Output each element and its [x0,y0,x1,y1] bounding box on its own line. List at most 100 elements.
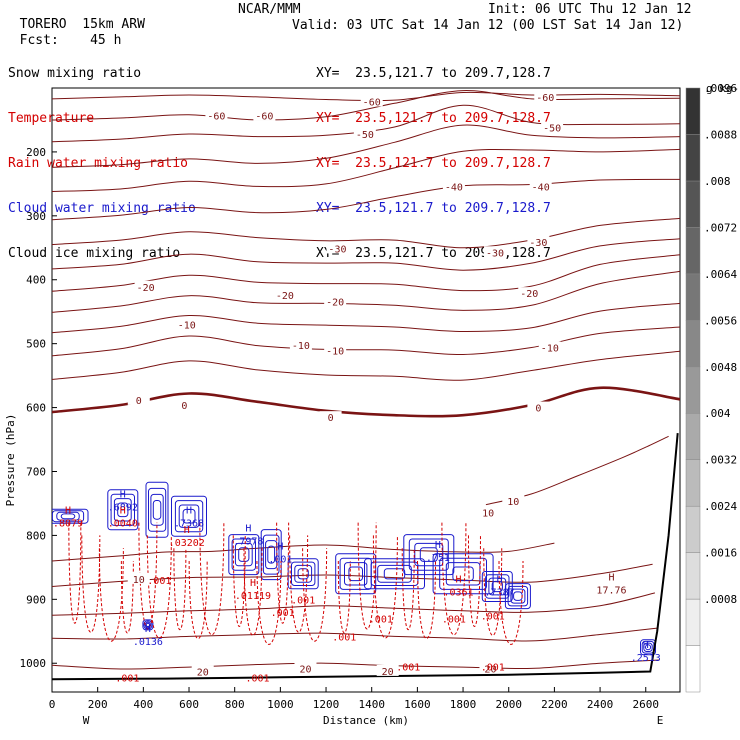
maximum-value: 17.76 [596,586,626,597]
colorbar-label: .0048 [704,361,737,374]
contour-label-bg [191,665,214,677]
temperature-contour [52,254,680,292]
colorbar-label: .0088 [704,129,737,142]
contour-label-bg [376,664,399,676]
axes: 0 200 400 600 800 1000 1200 1400 1600 1800 2000 220… [4,146,663,727]
cloud-water-contour [52,508,89,524]
fcst-label: Fcst: [19,33,59,48]
temperature-contour [52,627,658,642]
header-valid: Valid: 03 UTC Sat 14 Jan 12 (00 LST Sat … [292,18,684,33]
model-name: TORERO [19,17,67,32]
temperature-label: 0 [535,404,541,415]
temperature-contour [485,435,669,506]
maximum-marker: H [435,540,441,551]
contour-label-bg [518,287,541,299]
temperature-label: -30 [529,238,547,249]
temperature-label: -20 [137,283,155,294]
colorbar-label: .008 [704,175,731,188]
rain-label: .001 [481,611,505,622]
contour-label-bg [175,318,198,330]
y-tick-label: 400 [26,274,46,287]
temperature-contour [52,238,680,271]
cloud-water-contour [439,557,488,590]
terrain-surface [51,433,679,681]
colorbar-swatch [685,505,701,553]
cloud-water-contour [52,510,85,523]
temperature-label: -10 [326,347,344,358]
x-tick-label: 1800 [450,698,477,711]
y-tick-label: 200 [26,146,46,159]
contour-label-bg [479,662,502,674]
cloud-water-contour [56,511,80,521]
rain-water-contour [232,535,246,627]
maximum-value: .2513 [631,653,661,664]
rain-water-contour [256,560,282,645]
maximum-value: .751 [426,553,450,564]
y-axis-title: Pressure (hPa) [4,414,17,507]
rain-label: .001 [442,614,466,625]
header-center: NCAR/MMM [238,2,301,17]
maximum-value: .01119 [235,591,271,602]
temperature-label: 0 [328,413,334,424]
y-tick-label: 600 [26,402,46,415]
y-tick-label: 700 [26,465,46,478]
colorbar-swatch [685,87,701,135]
temperature-label: 10 [507,497,519,508]
contour-label-bg [360,95,383,107]
colorbar-swatch [685,273,701,321]
temperature-label: -60 [536,93,554,104]
maximum-value: .6892 [108,503,138,514]
cloud-water-contour [60,513,76,520]
contour-label-bg [541,121,564,133]
contour-labels: -60 -60 -60 -60 -50 -50 -40 -40 -30 -30 -30 -20 -20 -… [53,90,661,684]
west-label: W [83,714,90,727]
contour-label-bg [534,90,557,102]
temperature-contour [52,302,680,334]
east-label: E [657,714,664,727]
temperature-label: 0 [181,401,187,412]
maximum-marker: H [643,640,649,651]
colorbar-swatch [685,412,701,460]
cloud-water-contour [491,580,503,593]
cloud-water-contour [174,500,204,533]
rain-water-contour [68,522,82,624]
temperature-label: -50 [356,130,374,141]
x-tick-label: 2000 [495,698,522,711]
rain-water-contour [138,522,158,630]
temperature-contour [52,542,555,562]
temperature-contours [52,90,680,670]
y-tick-label: 800 [26,529,46,542]
maximum-marker: H [145,624,151,635]
x-tick-label: 400 [133,698,153,711]
x-tick-label: 2400 [587,698,614,711]
temperature-label: -10 [292,341,310,352]
cloud-water-contour [445,562,481,586]
contour-label-bg [324,344,347,356]
colorbar-label: .0096 [704,82,737,95]
field-name: Cloud ice mixing ratio [8,246,181,261]
temperature-label: -30 [328,244,346,255]
header-fcst: Fcst: 45 h [4,18,122,48]
temperature-label: 20 [484,664,496,675]
terrain-line [51,433,679,681]
rain-water-contour [120,560,134,634]
cloud-water-contour [513,591,523,601]
field-name: Temperature [8,111,95,126]
maximum-marker: H [184,525,190,536]
contour-label-bg [173,399,196,411]
cloud-water-contour [260,529,282,581]
xy-row-rain: XY= 23.5,121.7 to 209.7,128.7 [316,156,551,171]
temperature-contour [52,178,680,221]
cloud-water-contour [228,534,260,576]
cloud-water-contour [335,553,377,595]
cloud-water-contour [267,545,276,564]
temperature-label: -40 [532,182,550,193]
contour-label-bg [529,180,552,192]
maximum-marker: H [608,573,614,584]
rain-water-contour [199,522,225,636]
cloud-water-contour [178,504,200,528]
contour-label-bg [442,180,465,192]
temperature-label: -10 [178,320,196,331]
maximum-value: .0136 [133,637,163,648]
rain-water-contour [302,548,328,642]
